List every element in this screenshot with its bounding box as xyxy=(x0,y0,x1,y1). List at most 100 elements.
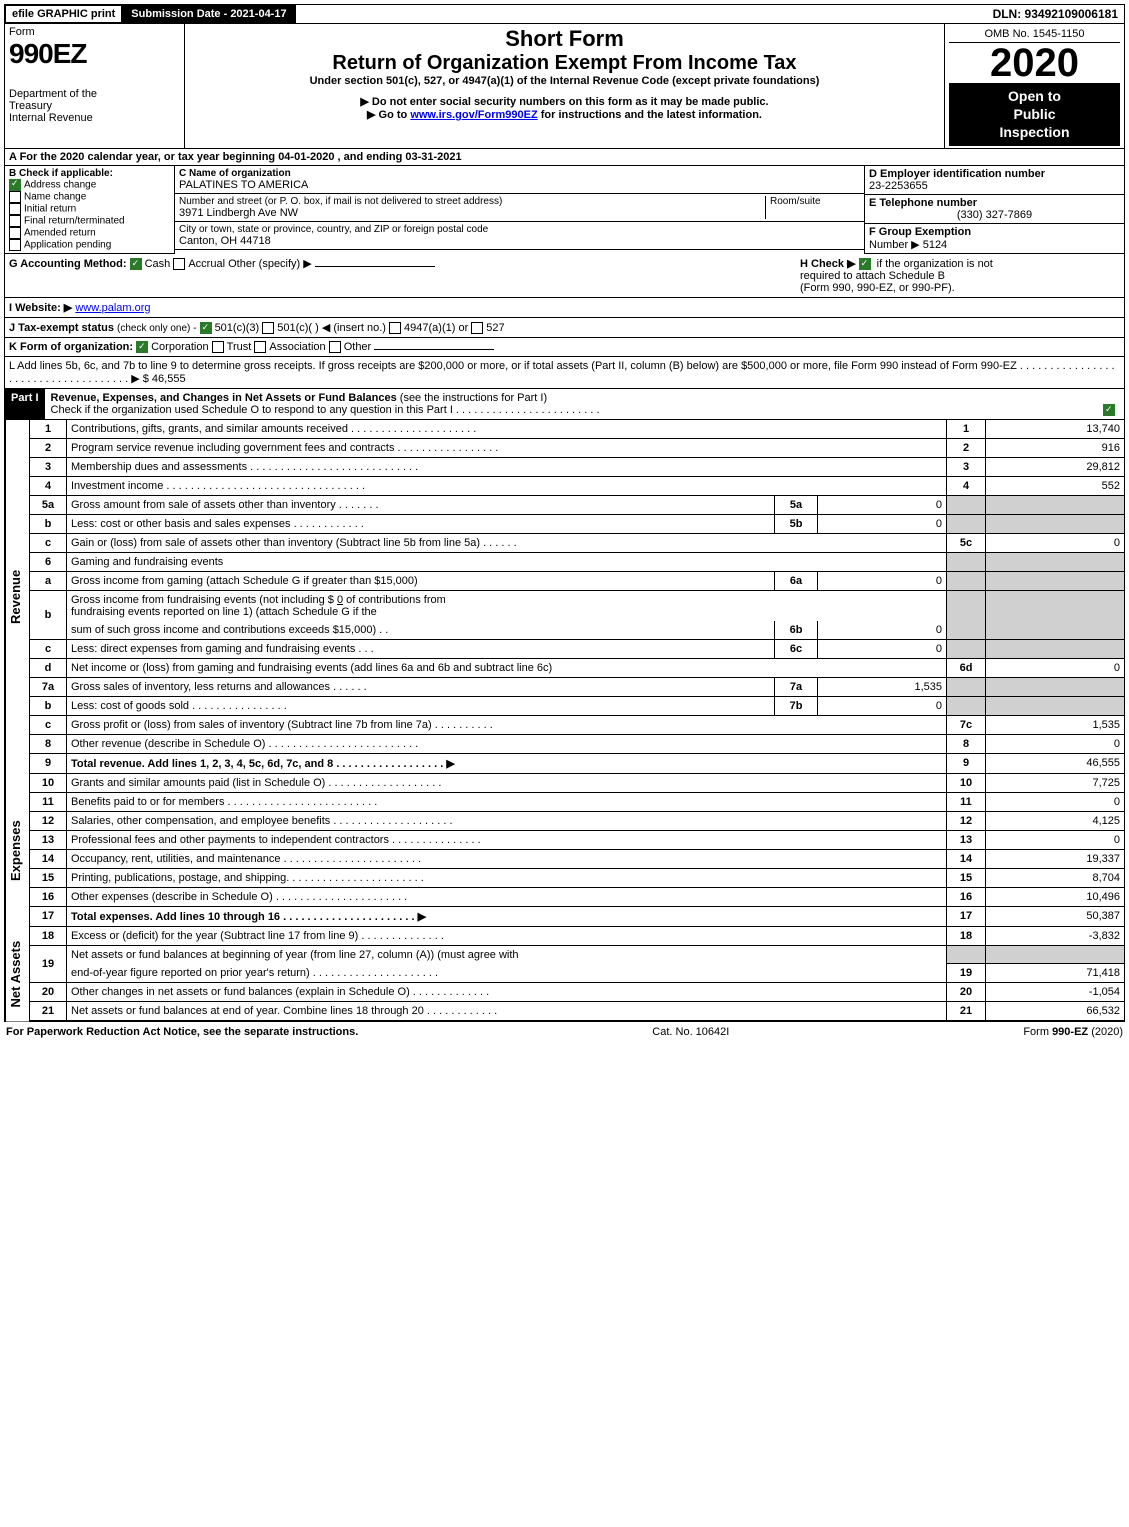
irs-link[interactable]: www.irs.gov/Form990EZ xyxy=(410,109,537,121)
open-line-1: Open to xyxy=(951,87,1118,105)
checkbox-501c[interactable] xyxy=(262,322,274,334)
label-other-org: Other xyxy=(344,341,372,353)
line-g-label: G Accounting Method: xyxy=(9,258,127,270)
net-assets-side-label: Net Assets xyxy=(5,927,29,1022)
part-1-title: Revenue, Expenses, and Changes in Net As… xyxy=(51,392,397,404)
part-1-title-note: (see the instructions for Part I) xyxy=(400,392,547,404)
line-19b: end-of-year figure reported on prior yea… xyxy=(30,964,1125,983)
efile-print-button[interactable]: efile GRAPHIC print xyxy=(5,5,122,23)
form-number: 990EZ xyxy=(9,38,180,70)
line-8: 8Other revenue (describe in Schedule O) … xyxy=(30,734,1125,753)
checkbox-other-org[interactable] xyxy=(329,341,341,353)
line-4: 4Investment income . . . . . . . . . . .… xyxy=(30,476,1125,495)
part-1-check-line: Check if the organization used Schedule … xyxy=(51,404,600,416)
line-18: 18Excess or (deficit) for the year (Subt… xyxy=(30,927,1125,946)
box-c-name-label: C Name of organization xyxy=(179,168,860,179)
checkbox-association[interactable] xyxy=(254,341,266,353)
checkbox-amended-return[interactable] xyxy=(9,227,21,239)
line-15: 15Printing, publications, postage, and s… xyxy=(30,868,1125,887)
label-insert-no: ◀ (insert no.) xyxy=(322,322,386,334)
line-j-label: J Tax-exempt status xyxy=(9,322,114,334)
checkbox-trust[interactable] xyxy=(212,341,224,353)
revenue-block: Revenue 1Contributions, gifts, grants, a… xyxy=(4,420,1125,774)
expenses-table: 10Grants and similar amounts paid (list … xyxy=(29,774,1125,927)
line-11: 11Benefits paid to or for members . . . … xyxy=(30,792,1125,811)
line-12: 12Salaries, other compensation, and empl… xyxy=(30,811,1125,830)
checkbox-accrual[interactable] xyxy=(173,258,185,270)
label-527: 527 xyxy=(486,322,504,334)
org-address: 3971 Lindbergh Ave NW xyxy=(179,207,765,219)
line-21: 21Net assets or fund balances at end of … xyxy=(30,1002,1125,1021)
label-cash: Cash xyxy=(145,258,171,270)
line-7b: bLess: cost of goods sold . . . . . . . … xyxy=(30,696,1125,715)
open-to-public-badge: Open to Public Inspection xyxy=(949,83,1120,146)
box-c-city-label: City or town, state or province, country… xyxy=(179,224,860,235)
main-title: Return of Organization Exempt From Incom… xyxy=(189,52,940,75)
line-3: 3Membership dues and assessments . . . .… xyxy=(30,457,1125,476)
net-assets-table: 18Excess or (deficit) for the year (Subt… xyxy=(29,927,1125,1022)
checkbox-name-change[interactable] xyxy=(9,191,21,203)
section-a-tax-year: A For the 2020 calendar year, or tax yea… xyxy=(4,149,1125,166)
label-name-change: Name change xyxy=(24,191,86,202)
label-amended-return: Amended return xyxy=(24,227,96,238)
label-final-return: Final return/terminated xyxy=(24,215,125,226)
line-6b-2: fundraising events reported on line 1) (… xyxy=(71,606,377,618)
checkbox-501c3[interactable] xyxy=(200,322,212,334)
ein-value: 23-2253655 xyxy=(869,180,1120,192)
line-19: 19Net assets or fund balances at beginni… xyxy=(30,945,1125,964)
line-6: 6Gaming and fundraising events xyxy=(30,552,1125,571)
checkbox-initial-return[interactable] xyxy=(9,203,21,215)
checkbox-527[interactable] xyxy=(471,322,483,334)
revenue-table: 1Contributions, gifts, grants, and simil… xyxy=(29,420,1125,774)
line-16: 16Other expenses (describe in Schedule O… xyxy=(30,887,1125,906)
checkbox-address-change[interactable] xyxy=(9,179,21,191)
website-link[interactable]: www.palam.org xyxy=(75,302,150,314)
line-h-2: required to attach Schedule B xyxy=(800,270,945,282)
checkbox-final-return[interactable] xyxy=(9,215,21,227)
label-501c: 501(c)( ) xyxy=(277,322,319,334)
line-6d: dNet income or (loss) from gaming and fu… xyxy=(30,658,1125,677)
label-association: Association xyxy=(269,341,325,353)
box-c-addr-label: Number and street (or P. O. box, if mail… xyxy=(179,196,765,207)
line-h-pre: H Check ▶ xyxy=(800,258,856,270)
line-6b-mid: of contributions from xyxy=(343,594,446,606)
footer-mid: Cat. No. 10642I xyxy=(652,1026,729,1038)
tax-year: 2020 xyxy=(949,43,1120,83)
subtitle: Under section 501(c), 527, or 4947(a)(1)… xyxy=(189,75,940,87)
label-accrual: Accrual xyxy=(188,258,225,270)
telephone-value: (330) 327-7869 xyxy=(869,209,1120,221)
box-d-label: D Employer identification number xyxy=(869,168,1120,180)
line-6c: cLess: direct expenses from gaming and f… xyxy=(30,639,1125,658)
label-initial-return: Initial return xyxy=(24,203,76,214)
line-20: 20Other changes in net assets or fund ba… xyxy=(30,983,1125,1002)
notice-post: for instructions and the latest informat… xyxy=(538,109,762,121)
checkbox-4947[interactable] xyxy=(389,322,401,334)
line-h-3: (Form 990, 990-EZ, or 990-PF). xyxy=(800,282,955,294)
line-6b-pre: Gross income from fundraising events (no… xyxy=(71,594,337,606)
line-i: I Website: ▶ www.palam.org xyxy=(4,298,1125,318)
label-other-specify: Other (specify) ▶ xyxy=(228,258,312,270)
notice-pre: ▶ Go to xyxy=(367,109,410,121)
notice-ssn: ▶ Do not enter social security numbers o… xyxy=(189,95,940,108)
other-org-input[interactable] xyxy=(374,349,494,350)
checkbox-schedule-b[interactable] xyxy=(859,258,871,270)
line-2: 2Program service revenue including gover… xyxy=(30,438,1125,457)
net-assets-block: Net Assets 18Excess or (deficit) for the… xyxy=(4,927,1125,1022)
label-501c3: 501(c)(3) xyxy=(215,322,260,334)
label-address-change: Address change xyxy=(24,179,96,190)
other-specify-input[interactable] xyxy=(315,266,435,267)
line-14: 14Occupancy, rent, utilities, and mainte… xyxy=(30,849,1125,868)
checkbox-schedule-o[interactable] xyxy=(1103,404,1115,416)
expenses-block: Expenses 10Grants and similar amounts pa… xyxy=(4,774,1125,927)
checkbox-corporation[interactable] xyxy=(136,341,148,353)
line-7a: 7aGross sales of inventory, less returns… xyxy=(30,677,1125,696)
box-e-label: E Telephone number xyxy=(869,197,1120,209)
dept-line-3: Internal Revenue xyxy=(9,112,180,124)
line-9: 9Total revenue. Add lines 1, 2, 3, 4, 5c… xyxy=(30,753,1125,773)
form-header: Form 990EZ Department of the Treasury In… xyxy=(4,24,1125,149)
box-f-label: F Group Exemption xyxy=(869,226,971,238)
checkbox-application-pending[interactable] xyxy=(9,239,21,251)
checkbox-cash[interactable] xyxy=(130,258,142,270)
submission-date-button[interactable]: Submission Date - 2021-04-17 xyxy=(122,5,295,23)
label-trust: Trust xyxy=(227,341,252,353)
